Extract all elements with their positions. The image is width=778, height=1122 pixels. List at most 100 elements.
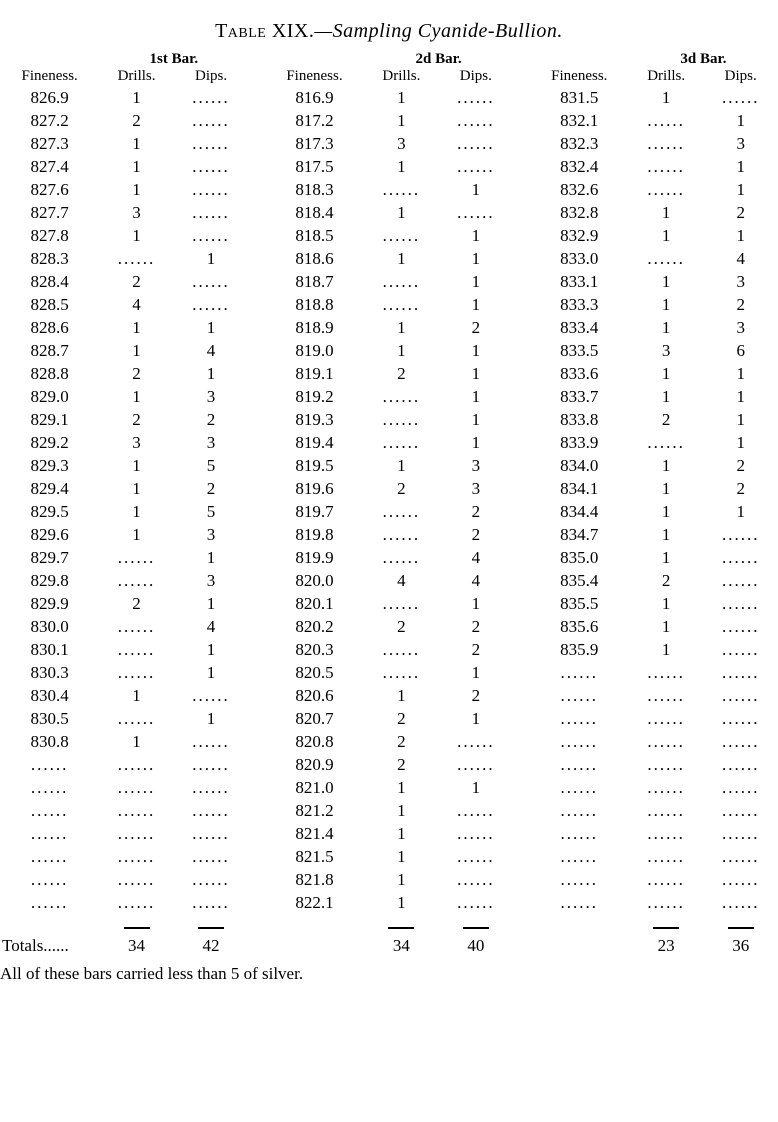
cell-b1-fineness: 827.7 [0, 201, 99, 224]
cell-b1-fineness: 829.7 [0, 546, 99, 569]
cell-b1-fineness: ...... [0, 799, 99, 822]
cell-b3-dips: ...... [703, 638, 778, 661]
cell-b3-drills: ...... [629, 431, 703, 454]
cell-b2-fineness: 818.6 [265, 247, 364, 270]
cell-b2-fineness: 821.4 [265, 822, 364, 845]
cell-b1-dips: ...... [174, 776, 248, 799]
table-row: 828.611818.912833.413 [0, 316, 778, 339]
cell-b1-drills: ...... [99, 845, 173, 868]
table-row: 828.3......1818.611833.0......4 [0, 247, 778, 270]
cell-b1-drills: ...... [99, 822, 173, 845]
cell-b2-dips: 1 [439, 385, 513, 408]
cell-b2-fineness: 821.0 [265, 776, 364, 799]
cell-b1-dips: 3 [174, 385, 248, 408]
col-dips-1: Dips. [174, 68, 248, 87]
cell-b3-dips: ...... [703, 730, 778, 753]
cell-b1-fineness: 827.6 [0, 178, 99, 201]
cell-b1-drills: ...... [99, 661, 173, 684]
cell-b2-dips: ...... [439, 201, 513, 224]
cell-b1-fineness: 826.9 [0, 86, 99, 109]
cell-b3-fineness: 835.0 [530, 546, 629, 569]
cell-b1-fineness: 829.5 [0, 500, 99, 523]
cell-b3-drills: ...... [629, 178, 703, 201]
cell-b1-dips: ...... [174, 293, 248, 316]
cell-b3-dips: 1 [703, 224, 778, 247]
cell-b2-drills: ...... [364, 224, 438, 247]
cell-b3-dips: 3 [703, 132, 778, 155]
cell-b2-fineness: 819.0 [265, 339, 364, 362]
cell-b1-fineness: ...... [0, 891, 99, 914]
cell-b2-fineness: 821.2 [265, 799, 364, 822]
cell-b3-drills: 1 [629, 316, 703, 339]
cell-b3-dips: ...... [703, 615, 778, 638]
cell-b3-dips: 1 [703, 431, 778, 454]
cell-b1-dips: ...... [174, 891, 248, 914]
cell-b3-fineness: 833.0 [530, 247, 629, 270]
cell-b3-drills: 1 [629, 638, 703, 661]
cell-b3-drills: ...... [629, 730, 703, 753]
cell-b3-dips: 3 [703, 270, 778, 293]
cell-b1-drills: 1 [99, 523, 173, 546]
table-row: 827.41......817.51......832.4......1 [0, 155, 778, 178]
table-row: 827.73......818.41......832.812 [0, 201, 778, 224]
cell-b3-drills: 2 [629, 569, 703, 592]
cell-b2-dips: 2 [439, 684, 513, 707]
cell-b2-dips: ...... [439, 86, 513, 109]
cell-b2-drills: ...... [364, 385, 438, 408]
cell-b2-fineness: 819.3 [265, 408, 364, 431]
cell-b3-drills: ...... [629, 753, 703, 776]
cell-b2-fineness: 820.1 [265, 592, 364, 615]
table-row: 827.61......818.3......1832.6......1 [0, 178, 778, 201]
cell-b2-drills: 2 [364, 362, 438, 385]
cell-b3-fineness: 832.9 [530, 224, 629, 247]
cell-b1-drills: 2 [99, 592, 173, 615]
table-row: 829.233819.4......1833.9......1 [0, 431, 778, 454]
cell-b3-dips: ...... [703, 776, 778, 799]
cell-b3-drills: 3 [629, 339, 703, 362]
cell-b3-fineness: 834.0 [530, 454, 629, 477]
cell-b2-fineness: 820.7 [265, 707, 364, 730]
cell-b1-drills: 1 [99, 224, 173, 247]
cell-b3-dips: ...... [703, 661, 778, 684]
cell-b1-drills: ...... [99, 799, 173, 822]
cell-b1-drills: 1 [99, 178, 173, 201]
cell-b1-drills: 2 [99, 270, 173, 293]
cell-b2-dips: 4 [439, 546, 513, 569]
cell-b1-fineness: 829.4 [0, 477, 99, 500]
table-row: 826.91......816.91......831.51...... [0, 86, 778, 109]
cell-b3-drills: 2 [629, 408, 703, 431]
cell-b2-dips: 1 [439, 707, 513, 730]
cell-b2-fineness: 819.5 [265, 454, 364, 477]
cell-b3-dips: ...... [703, 822, 778, 845]
cell-b1-drills: 1 [99, 86, 173, 109]
cell-b3-fineness: 832.6 [530, 178, 629, 201]
table-row: 830.5......1820.721.................. [0, 707, 778, 730]
cell-b3-fineness: ...... [530, 799, 629, 822]
cell-b2-fineness: 818.5 [265, 224, 364, 247]
cell-b2-dips: 1 [439, 247, 513, 270]
cell-b2-fineness: 816.9 [265, 86, 364, 109]
cell-b1-dips: 1 [174, 362, 248, 385]
cell-b2-fineness: 820.6 [265, 684, 364, 707]
col-drills-1: Drills. [99, 68, 173, 87]
table-row: 830.41......820.612.................. [0, 684, 778, 707]
cell-b1-drills: ...... [99, 753, 173, 776]
cell-b2-fineness: 820.0 [265, 569, 364, 592]
cell-b2-fineness: 819.9 [265, 546, 364, 569]
cell-b3-fineness: ...... [530, 661, 629, 684]
cell-b1-fineness: 827.4 [0, 155, 99, 178]
cell-b1-drills: ...... [99, 638, 173, 661]
cell-b1-fineness: 827.8 [0, 224, 99, 247]
cell-b1-fineness: 829.1 [0, 408, 99, 431]
cell-b1-fineness: 830.8 [0, 730, 99, 753]
cell-b1-dips: 5 [174, 454, 248, 477]
cell-b1-dips: 1 [174, 661, 248, 684]
cell-b2-drills: 1 [364, 109, 438, 132]
cell-b2-drills: ...... [364, 546, 438, 569]
cell-b1-dips: 1 [174, 707, 248, 730]
bar2-header: 2d Bar. [364, 49, 513, 68]
cell-b1-fineness: 828.6 [0, 316, 99, 339]
table-row: 827.22......817.21......832.1......1 [0, 109, 778, 132]
cell-b1-drills: ...... [99, 868, 173, 891]
cell-b3-dips: 2 [703, 293, 778, 316]
